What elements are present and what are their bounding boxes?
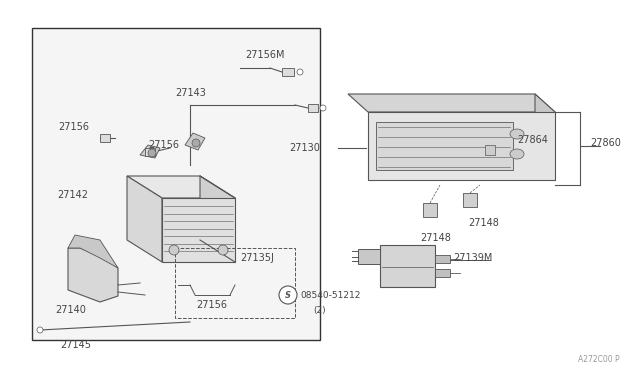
Bar [100,134,110,142]
Circle shape [148,149,156,157]
Text: 27139M: 27139M [453,253,492,263]
Text: 27140: 27140 [55,305,86,315]
Polygon shape [127,176,235,198]
Bar [435,269,450,277]
Text: (2): (2) [313,305,326,314]
Text: 27156M: 27156M [245,50,285,60]
Bar [423,203,437,217]
Text: 27864: 27864 [517,135,548,145]
Bar [32,28,320,340]
Text: S: S [285,291,291,299]
Circle shape [320,105,326,111]
Text: 27142: 27142 [57,190,88,200]
Bar [282,68,294,76]
Text: 27143: 27143 [175,88,206,98]
Bar [308,104,318,112]
Ellipse shape [510,149,524,159]
Bar [380,245,435,287]
Text: 27156: 27156 [58,122,89,132]
Bar [485,145,495,155]
Bar [368,112,555,180]
Circle shape [297,69,303,75]
Text: 27145: 27145 [60,340,91,350]
Bar [162,198,235,262]
Text: A272C00 P: A272C00 P [579,356,620,365]
Polygon shape [348,94,555,112]
Circle shape [279,286,297,304]
Bar [463,193,477,207]
Text: 27135J: 27135J [240,253,274,263]
Polygon shape [140,145,160,158]
Text: 27130: 27130 [289,143,320,153]
Ellipse shape [510,129,524,139]
Text: 27860: 27860 [590,138,621,148]
Text: 27148: 27148 [468,218,499,228]
Circle shape [37,327,43,333]
Bar [358,249,380,264]
Polygon shape [200,176,235,262]
Circle shape [169,245,179,255]
Bar [376,122,513,170]
Circle shape [192,139,200,147]
Polygon shape [127,176,162,262]
Bar [435,255,450,263]
Polygon shape [535,94,555,180]
Text: 08540-51212: 08540-51212 [300,291,360,299]
Text: 27156: 27156 [148,140,179,150]
Polygon shape [68,248,118,302]
Polygon shape [185,133,205,150]
Bar [175,248,295,318]
Bar [145,148,155,156]
Text: 27156: 27156 [196,300,227,310]
Circle shape [218,245,228,255]
Polygon shape [68,235,118,268]
Text: 27148: 27148 [420,233,451,243]
